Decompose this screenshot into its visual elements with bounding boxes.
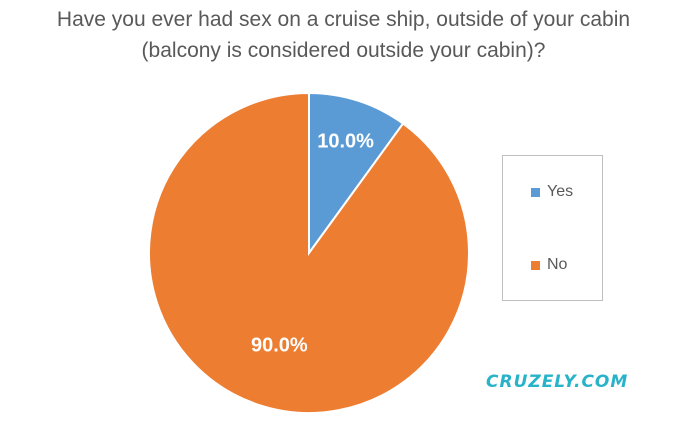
legend-item-yes: Yes [531,183,573,201]
data-label-yes: 10.0% [317,130,374,152]
legend-swatch-yes [531,187,540,197]
watermark-logo: CRUZELY.COM [486,372,629,392]
data-label-no: 90.0% [251,334,308,356]
legend-item-no: No [531,256,567,274]
chart-title-line-1: Have you ever had sex on a cruise ship, … [56,8,631,31]
pie-slice-no [148,91,470,414]
legend-label-yes: Yes [547,183,574,200]
pie-slice-yes [308,91,405,257]
chart-title-line-2: (balcony is considered outside your cabi… [141,39,546,62]
chart-legend: Yes No [502,155,603,301]
chart-title: Have you ever had sex on a cruise ship, … [0,4,687,66]
legend-swatch-no [531,260,540,270]
legend-label-no: No [547,256,568,273]
